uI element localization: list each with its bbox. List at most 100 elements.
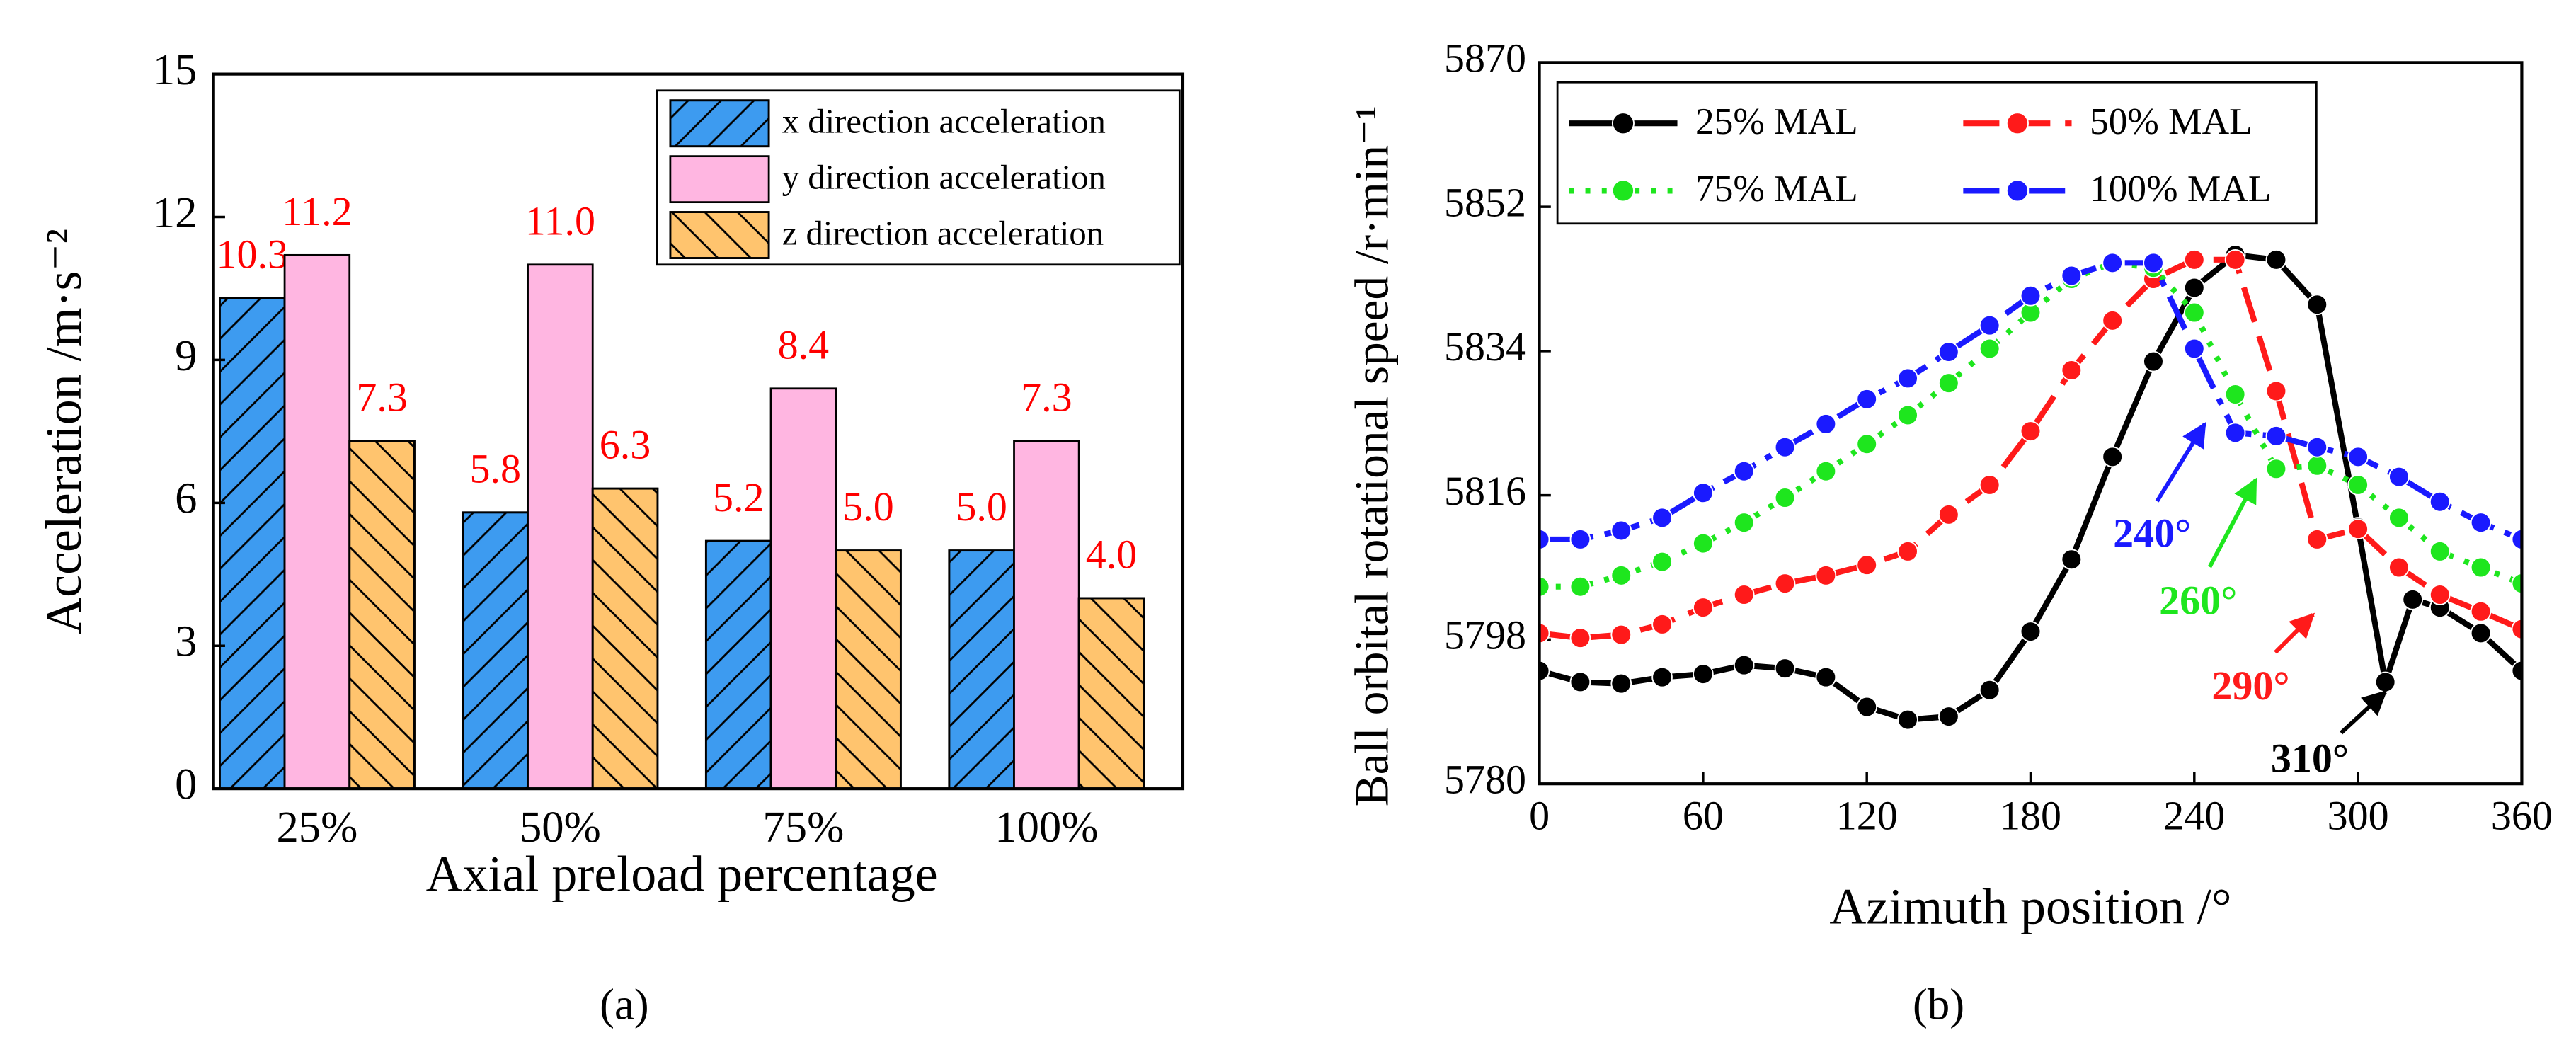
point: [1774, 487, 1796, 508]
value-label: 10.3: [216, 231, 288, 278]
legend-hatch: [669, 211, 770, 259]
plot-frame: [1538, 61, 2524, 786]
y-tick-label: 5798: [1444, 612, 1526, 658]
point: [2402, 588, 2424, 610]
y-tick-label: 3: [175, 617, 197, 666]
y-tick-label: 15: [153, 45, 198, 94]
point: [2429, 541, 2451, 562]
point: [1897, 541, 1918, 562]
x-tick-label: 0: [1529, 793, 1550, 839]
point: [2102, 446, 2124, 468]
annotation-arrow: [2155, 421, 2206, 503]
legend-marker: [2005, 112, 2029, 135]
point: [2061, 265, 2083, 287]
point: [1539, 529, 1550, 550]
value-label: 5.0: [956, 484, 1007, 530]
annotation: 310°: [2271, 735, 2349, 781]
legend-marker: [1611, 112, 1635, 135]
bar: [769, 387, 837, 790]
point: [2470, 556, 2492, 578]
bar-hatch: [219, 297, 286, 790]
x-axis-label: Azimuth position /°: [1829, 879, 2231, 935]
bar-hatch: [704, 539, 772, 790]
y-tick-label: 5852: [1444, 179, 1526, 225]
point: [1539, 660, 1550, 682]
point: [2470, 512, 2492, 533]
point: [1693, 597, 1714, 618]
point: [2511, 660, 2522, 682]
bar-hatch: [591, 487, 659, 790]
y-tick-label: 5834: [1444, 324, 1526, 370]
subtitle: (a): [600, 980, 649, 1029]
bar-hatch: [348, 440, 416, 790]
point: [1733, 460, 1755, 482]
point: [1733, 584, 1755, 605]
point: [1569, 671, 1591, 693]
x-tick-label: 300: [2328, 793, 2389, 839]
point: [1651, 507, 1673, 529]
point: [2388, 507, 2410, 529]
legend-label: 25% MAL: [1695, 100, 1858, 142]
point: [2306, 436, 2328, 458]
point: [1897, 367, 1918, 389]
point: [2143, 252, 2164, 274]
point: [1569, 576, 1591, 598]
value-label: 11.0: [525, 198, 595, 244]
point: [1937, 503, 1959, 525]
point: [2306, 294, 2328, 316]
y-tick-label: 0: [175, 760, 197, 809]
legend-label: z direction acceleration: [782, 215, 1104, 253]
point: [1979, 474, 2000, 496]
point: [1815, 565, 1837, 586]
point: [2388, 556, 2410, 578]
point: [1539, 622, 1550, 644]
bar-hatch: [948, 549, 1015, 790]
point: [2224, 384, 2246, 405]
x-tick-label: 60: [1683, 793, 1724, 839]
annotation-arrow: [2274, 612, 2315, 654]
value-label: 8.4: [778, 321, 830, 367]
point: [2265, 380, 2287, 402]
point: [1693, 663, 1714, 685]
point: [1733, 512, 1755, 533]
point: [1610, 624, 1632, 646]
plot: [1539, 244, 2522, 731]
annotation-arrow: [2207, 477, 2258, 568]
legend-label: 50% MAL: [2090, 100, 2252, 142]
point: [2511, 618, 2522, 640]
point: [1651, 551, 1673, 573]
y-tick-label: 12: [153, 188, 198, 237]
point: [2102, 252, 2124, 274]
series-line: [1539, 251, 2522, 723]
bar: [283, 253, 351, 790]
legend-label: x direction acceleration: [782, 103, 1106, 141]
bar-hatch: [835, 549, 902, 790]
point: [2511, 573, 2522, 595]
point: [1651, 614, 1673, 635]
bar: [527, 263, 594, 790]
point: [1774, 658, 1796, 680]
x-tick-label: 75%: [762, 802, 844, 852]
value-label: 5.0: [842, 484, 894, 530]
y-tick-label: 5816: [1444, 468, 1526, 514]
bar-hatch: [462, 511, 529, 790]
point: [1937, 372, 1959, 394]
point: [2429, 491, 2451, 513]
point: [1856, 433, 1878, 455]
annotation-arrow: [2340, 690, 2388, 735]
point: [2020, 285, 2042, 307]
annotation: 290°: [2211, 663, 2289, 709]
legend-marker: [1611, 179, 1635, 202]
legend-hatch: [669, 99, 770, 148]
bar: [1013, 440, 1080, 790]
value-label: 7.3: [1021, 374, 1072, 420]
value-label: 6.3: [600, 422, 651, 468]
x-axis-label: Axial preload percentage: [426, 845, 938, 902]
point: [2102, 310, 2124, 331]
point: [2347, 518, 2369, 540]
x-tick-label: 180: [2000, 793, 2061, 839]
point: [1693, 482, 1714, 504]
point: [2429, 584, 2451, 605]
point: [2306, 529, 2328, 550]
